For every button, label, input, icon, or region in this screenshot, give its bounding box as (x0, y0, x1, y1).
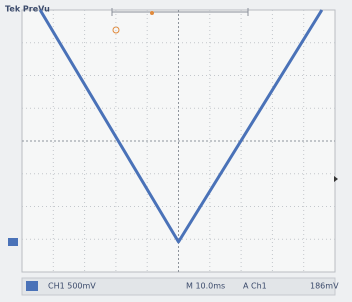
status-trigger: A Ch1 (243, 282, 267, 291)
channel-badge (26, 281, 38, 291)
trigger-position (150, 11, 154, 15)
status-time: M 10.0ms (186, 282, 225, 291)
channel-marker (8, 238, 18, 246)
status-channel: CH1 500mV (48, 282, 96, 291)
oscilloscope-screen: Tek PreVu CH1 500mV M 10.0ms A Ch1 186mV (0, 0, 352, 302)
status-level: 186mV (310, 282, 339, 291)
header-label: Tek PreVu (5, 5, 50, 14)
